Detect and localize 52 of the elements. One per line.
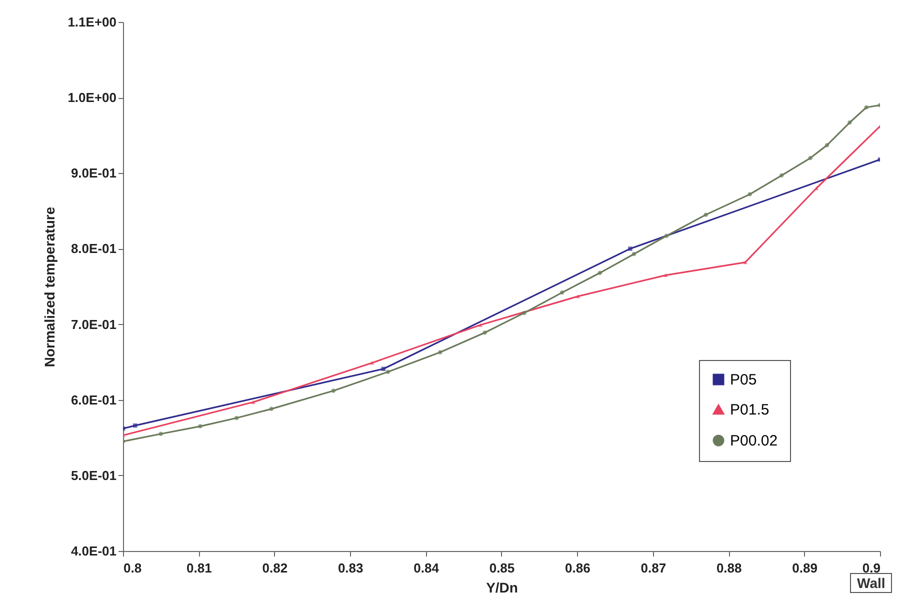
point: [848, 120, 852, 125]
point: [198, 424, 202, 428]
point: [704, 212, 708, 217]
x-tick-label: 0.82: [262, 560, 288, 576]
y-tick-label: 9.0E-01: [70, 166, 116, 181]
point: [632, 252, 636, 256]
x-tick-label: 0.83: [338, 560, 364, 576]
y-tick-label: 6.0E-01: [70, 392, 116, 408]
point: [576, 294, 580, 298]
point: [779, 173, 784, 178]
legend-label: P05: [730, 372, 757, 388]
point: [664, 273, 668, 277]
y-axis-title: Normalized temperature: [42, 206, 58, 368]
point: [864, 105, 868, 110]
point: [234, 416, 239, 420]
point: [743, 260, 748, 264]
y-tick-label: 7.0E-01: [70, 316, 116, 332]
note-box: Wall: [850, 573, 892, 593]
y-tick-label: 1.0E+00: [68, 90, 116, 106]
point: [438, 350, 442, 354]
point: [386, 370, 390, 374]
point: [824, 143, 830, 148]
x-axis-title: Y/Dn: [486, 580, 518, 596]
point: [158, 432, 163, 436]
point: [664, 234, 669, 238]
y-tick-label: 8.0E-01: [70, 241, 116, 256]
point: [808, 156, 812, 160]
x-tick-label: 0.81: [186, 560, 212, 576]
point: [251, 400, 256, 404]
x-tick-label: 0.84: [414, 560, 440, 576]
x-tick-label: 0.89: [792, 560, 818, 576]
y-tick-label: 4.0E-01: [70, 544, 116, 558]
x-tick-label: 0.86: [565, 560, 590, 576]
x-tick-label: 0.8: [124, 560, 142, 576]
y-tick-label: 1.1E+00: [68, 14, 116, 30]
point: [522, 310, 526, 316]
point: [628, 246, 632, 251]
x-tick-label: 0.9: [862, 560, 880, 576]
point: [370, 360, 374, 365]
point: [748, 192, 752, 196]
legend-label: P01.5: [730, 402, 770, 418]
point: [560, 290, 564, 295]
x-tick-label: 0.88: [716, 560, 742, 576]
x-tick-label: 0.87: [640, 560, 666, 576]
point: [269, 406, 274, 412]
point: [482, 330, 487, 335]
point: [478, 323, 482, 327]
legend-label: P00.02: [730, 432, 778, 450]
x-tick-label: 0.85: [489, 560, 515, 576]
point: [331, 388, 336, 393]
y-tick-label: 5.0E-01: [70, 468, 116, 483]
point: [598, 270, 602, 276]
